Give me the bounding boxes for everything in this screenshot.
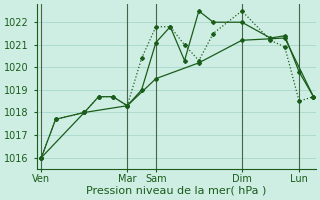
X-axis label: Pression niveau de la mer( hPa ): Pression niveau de la mer( hPa ) [86,186,266,196]
